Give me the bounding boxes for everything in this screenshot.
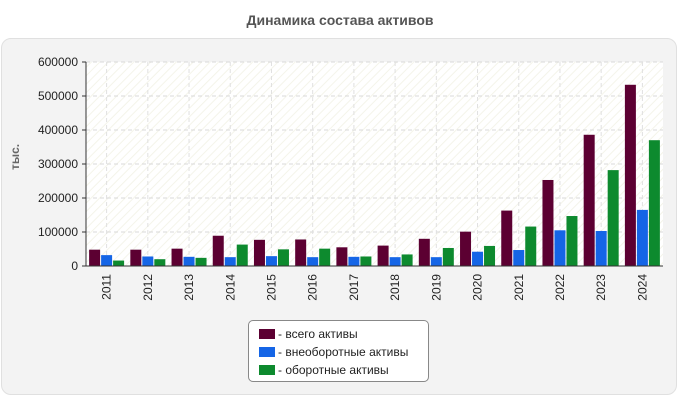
x-tick-label: 2023 (594, 274, 608, 301)
bar (607, 170, 619, 266)
bar (212, 235, 224, 266)
bar (348, 256, 360, 266)
x-tick-label: 2013 (182, 274, 196, 301)
bar (418, 238, 430, 266)
bar (430, 257, 442, 266)
legend-item-noncurrent: - внеоборотные активы (259, 343, 428, 361)
bar (236, 244, 248, 266)
x-tick-label: 2022 (553, 274, 567, 301)
bar (377, 245, 389, 266)
bar (154, 259, 166, 266)
legend: - всего активы - внеоборотные активы - о… (248, 320, 429, 382)
bar (624, 84, 636, 266)
bar (525, 226, 537, 266)
bar (566, 216, 578, 266)
bar (142, 256, 154, 266)
legend-label-total: - всего активы (278, 327, 358, 341)
bar (501, 210, 513, 266)
y-tick-label: 0 (71, 259, 78, 273)
bar (648, 140, 660, 266)
legend-label-current: - оборотные активы (278, 363, 389, 377)
x-tick-label: 2021 (512, 274, 526, 301)
bar (195, 257, 207, 266)
bar (336, 247, 348, 266)
legend-swatch-noncurrent (259, 347, 275, 357)
x-tick-label: 2011 (100, 274, 114, 300)
y-tick-label: 500000 (38, 89, 78, 103)
bar (472, 251, 484, 266)
bar (224, 257, 236, 266)
x-tick-label: 2024 (635, 274, 649, 301)
bar (442, 247, 454, 266)
bar (595, 230, 607, 266)
x-tick-label: 2017 (347, 274, 361, 301)
legend-swatch-total (259, 329, 275, 339)
bar (307, 257, 319, 266)
bar (554, 230, 566, 266)
chart-title: Динамика состава активов (246, 12, 434, 28)
bar (583, 134, 595, 266)
x-tick-label: 2016 (306, 274, 320, 301)
legend-item-current: - оборотные активы (259, 361, 428, 379)
legend-item-total: - всего активы (259, 325, 428, 343)
bar (513, 250, 525, 266)
bar (484, 245, 496, 266)
x-tick-label: 2020 (471, 274, 485, 301)
x-tick-label: 2012 (141, 274, 155, 301)
bar (295, 239, 307, 266)
y-tick-label: 400000 (38, 123, 78, 137)
x-tick-label: 2015 (264, 274, 278, 301)
bar (265, 256, 277, 266)
x-tick-label: 2014 (223, 274, 237, 301)
bar (460, 231, 472, 266)
bar (130, 249, 142, 266)
legend-label-noncurrent: - внеоборотные активы (278, 345, 409, 359)
legend-swatch-current (259, 365, 275, 375)
bar (171, 248, 183, 266)
bar (183, 256, 195, 266)
y-tick-label: 200000 (38, 191, 78, 205)
bar (389, 257, 401, 266)
bar (360, 256, 372, 266)
y-tick-label: 300000 (38, 157, 78, 171)
bar (636, 209, 648, 266)
bar (101, 255, 113, 266)
bar (401, 254, 413, 266)
bar (253, 239, 265, 266)
bar (277, 249, 289, 266)
bar (319, 248, 331, 266)
x-tick-label: 2019 (429, 274, 443, 301)
bar (542, 179, 554, 266)
y-axis-label: тыс. (8, 143, 22, 170)
x-tick-label: 2018 (388, 274, 402, 301)
y-tick-label: 100000 (38, 225, 78, 239)
bar (113, 260, 125, 266)
y-tick-label: 600000 (38, 55, 78, 69)
bar (89, 249, 101, 266)
